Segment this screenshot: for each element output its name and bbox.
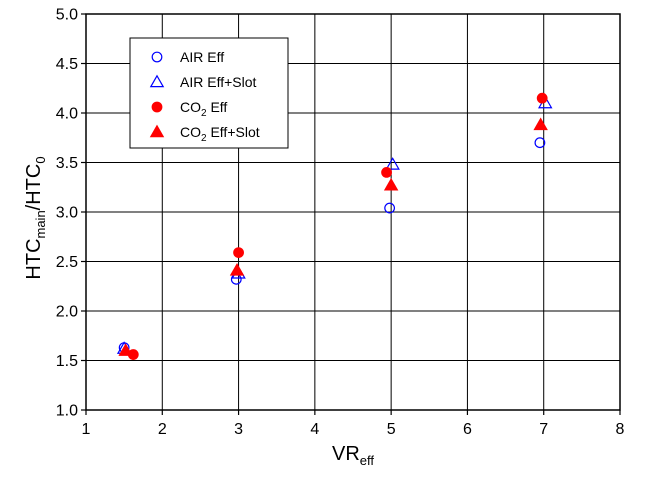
x-tick-label: 6 [463,421,472,438]
y-tick-label: 4.0 [56,106,78,123]
point-air-eff-slot [385,157,400,170]
y-tick-label: 5.0 [56,7,78,24]
data-points [116,92,553,360]
legend-entry-co2-eff: CO2 Eff [180,99,227,119]
point-co2-eff [233,247,244,258]
y-tick-label: 3.5 [56,155,78,172]
legend-marker-air-eff-slot [149,74,165,88]
x-axis-title: VReff [332,443,374,468]
x-tick-label: 1 [82,421,91,438]
legend-entry-air-eff: AIR Eff [180,49,224,65]
legend-marker-air-eff [151,51,163,63]
legend-entry-air-eff-slot: AIR Eff+Slot [180,74,257,90]
x-tick-label: 2 [158,421,167,438]
point-co2-eff-slot [118,343,133,356]
point-co2-eff [536,92,548,104]
point-co2-eff [381,166,392,178]
x-tick-label: 8 [616,421,625,438]
y-tick-label: 1.0 [56,403,78,420]
point-co2-eff-slot [383,177,399,191]
legend-entry-co2-eff-slot: CO2 Eff+Slot [180,124,260,144]
point-air-eff [384,202,396,214]
legend-marker-co2-eff [151,101,163,113]
point-co2-eff-slot [533,117,548,131]
axis-ticks: 1 2 3 4 5 6 7 8 1.0 1.5 2.0 2.5 3.0 3.5 4.0 4.5 5.0 [56,7,625,439]
x-tick-label: 5 [387,421,396,438]
y-tick-label: 2.5 [56,254,78,271]
x-tick-label: 3 [234,421,243,438]
point-co2-eff-slot [229,263,245,276]
y-axis-title: HTCmain/HTC0 [23,156,48,279]
y-tick-label: 2.0 [56,304,78,321]
point-air-eff [534,137,546,149]
x-tick-label: 4 [310,421,319,438]
legend: AIR Eff AIR Eff+Slot CO2 Eff CO2 Eff+Slot [129,37,289,149]
legend-marker-co2-eff-slot [149,124,165,138]
x-tick-label: 7 [539,421,548,438]
y-tick-label: 1.5 [56,353,78,370]
y-tick-label: 4.5 [56,56,78,73]
y-tick-label: 3.0 [56,205,78,222]
